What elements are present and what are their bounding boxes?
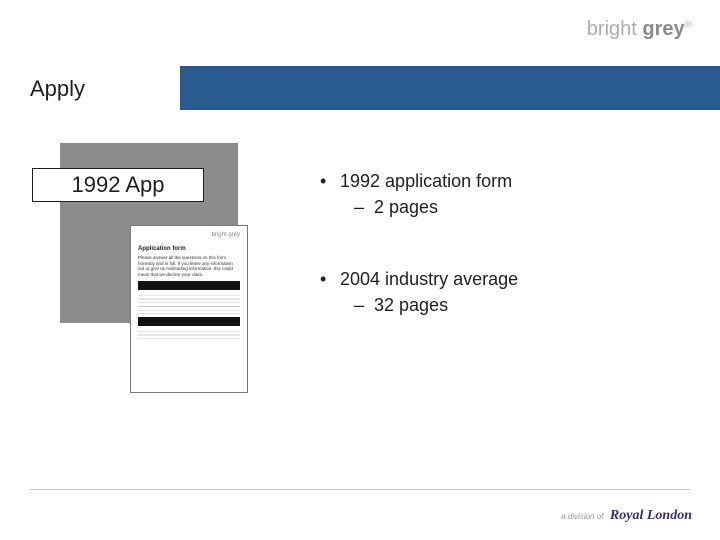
footer-adivision: a division of xyxy=(561,512,603,521)
footer-royal-london: Royal London xyxy=(610,508,692,523)
doc-thumb-form-lines-2 xyxy=(138,328,240,342)
bullet-2-main-text: 2004 industry average xyxy=(340,269,518,289)
bullet-1-sub-text: 2 pages xyxy=(374,197,438,217)
bullet-1-main: 1992 application form xyxy=(320,168,670,194)
slide-title-tab: Apply xyxy=(0,66,180,110)
bullet-1-sub: 2 pages xyxy=(354,194,670,220)
bullet-group-1: 1992 application form 2 pages xyxy=(320,168,670,220)
bullet-1-main-text: 1992 application form xyxy=(340,171,512,191)
footer-rule xyxy=(30,489,690,490)
logo-bright: bright xyxy=(587,18,637,40)
logo-reg: ® xyxy=(685,19,692,30)
doc-thumb-form-lines-1 xyxy=(138,292,240,314)
slide-title: Apply xyxy=(30,76,85,101)
bullet-group-2: 2004 industry average 32 pages xyxy=(320,266,670,318)
bullet-2-main: 2004 industry average xyxy=(320,266,670,292)
app-label-box: 1992 App xyxy=(32,168,204,202)
logo-grey: grey xyxy=(637,18,685,40)
document-thumbnail: bright grey Application form Please answ… xyxy=(130,225,248,393)
doc-thumb-logo: bright grey xyxy=(138,232,240,238)
doc-thumb-title: Application form xyxy=(138,246,240,252)
footer-logo: a division of Royal London xyxy=(561,508,692,524)
doc-thumb-paragraph: Please answer all the questions on this … xyxy=(138,255,240,277)
bullet-2-sub: 32 pages xyxy=(354,292,670,318)
app-label-text: 1992 App xyxy=(72,172,165,197)
bullet-2-sub-text: 32 pages xyxy=(374,295,448,315)
doc-thumb-section-bar-2 xyxy=(138,317,240,326)
brand-logo-top: bright grey® xyxy=(587,18,692,41)
doc-thumb-section-bar-1 xyxy=(138,281,240,290)
bullet-list: 1992 application form 2 pages 2004 indus… xyxy=(320,168,670,364)
